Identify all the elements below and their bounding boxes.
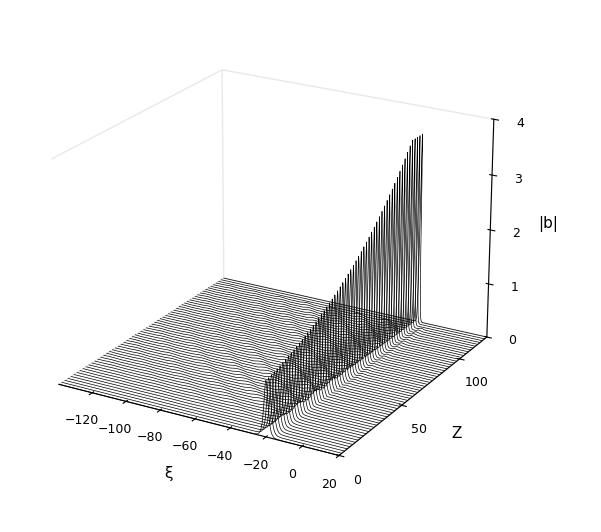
Y-axis label: Z: Z bbox=[451, 426, 462, 441]
X-axis label: ξ: ξ bbox=[164, 466, 172, 481]
